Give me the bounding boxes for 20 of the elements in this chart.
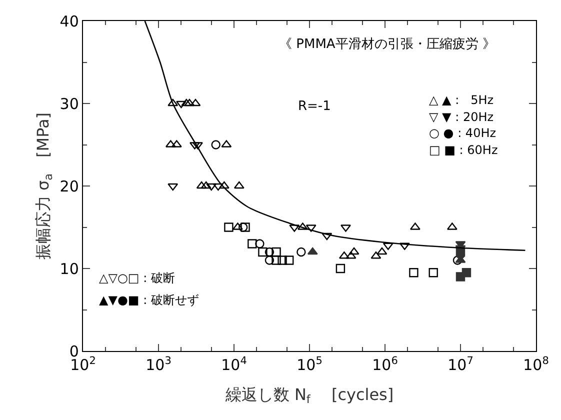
x-tick-label: 10$^{4}$ <box>221 354 248 374</box>
y-tick-label: 10 <box>60 260 79 278</box>
x-tick-label: 10$^{6}$ <box>372 354 398 374</box>
annotation: 《 PMMA平滑材の引張・圧縮疲労 》 <box>279 37 496 52</box>
annotation: ▽ ▼ : 20Hz <box>429 110 494 124</box>
y-tick-label: 40 <box>60 12 79 30</box>
annotation: ▲▼●■ : 破断せず <box>99 293 199 307</box>
x-tick-label: 10$^{7}$ <box>448 354 474 374</box>
text: 繰返し数 N$_{f}$ [cycles] <box>225 384 394 406</box>
y-tick-label: 20 <box>60 177 79 196</box>
x-tick-label: 10$^{8}$ <box>523 354 549 374</box>
annotation: ○ ● : 40Hz <box>429 126 496 140</box>
annotation: △ ▲ : 5Hz <box>429 93 494 107</box>
x-tick-label: 10$^{3}$ <box>146 354 172 374</box>
x-tick-label: 10$^{5}$ <box>296 354 322 374</box>
y-tick-label: 30 <box>60 94 79 113</box>
annotation: □ ■ : 60Hz <box>429 143 498 157</box>
annotation: R=-1 <box>298 99 331 114</box>
annotation: △▽○□ : 破断 <box>99 271 175 285</box>
y-tick-label: 0 <box>69 342 79 360</box>
